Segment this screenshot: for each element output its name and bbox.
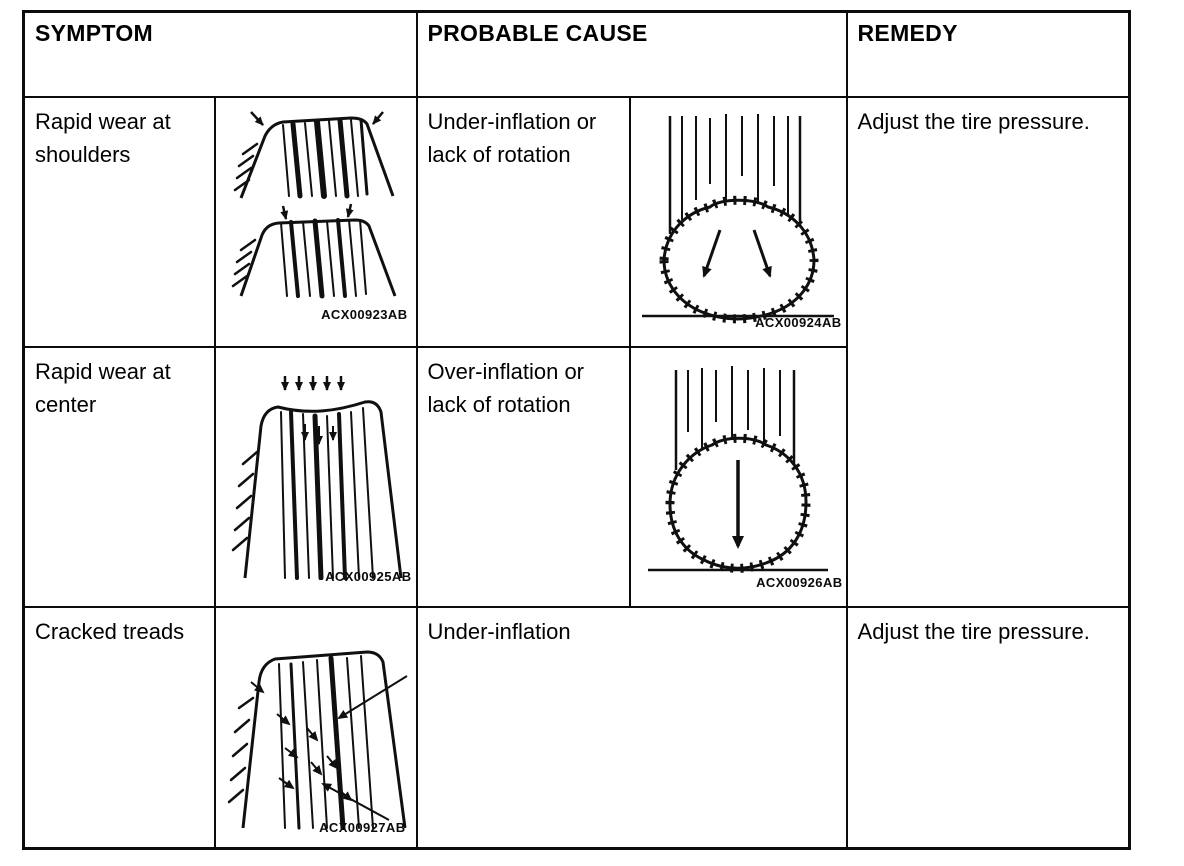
tire-tread-center-wear-icon — [231, 376, 402, 580]
header-symptom: SYMPTOM — [22, 10, 418, 98]
figure-label: ACX00927AB — [319, 819, 406, 835]
figure-label: ACX00923AB — [321, 307, 408, 322]
tire-cross-section-under-inflation-icon — [642, 114, 834, 324]
tire-diagnosis-table: SYMPTOM PROBABLE CAUSE REMEDY Rapid wear… — [22, 10, 1132, 850]
remedy-text: Adjust the tire pressure. — [845, 96, 1131, 608]
cause-text: Under-inflation — [415, 606, 848, 849]
remedy-text: Adjust the tire pressure. — [845, 606, 1131, 849]
header-probable-cause: PROBABLE CAUSE — [415, 10, 848, 98]
figure-label: ACX00925AB — [325, 569, 412, 584]
header-row: SYMPTOM PROBABLE CAUSE REMEDY — [22, 10, 1131, 98]
table-row: Rapid wear at center — [22, 346, 1130, 608]
table-row: Rapid wear at shoulders — [22, 96, 1131, 608]
symptom-figure-cell: ACX00925AB — [213, 346, 418, 608]
tire-cross-section-over-inflation-icon — [648, 366, 828, 573]
cause-text: Under-inflation or lack of rotation — [415, 96, 631, 348]
cause-figure-cell: ACX00926AB — [628, 346, 848, 608]
symptom-text: Rapid wear at center — [22, 346, 216, 608]
figure-label: ACX00926AB — [756, 575, 843, 590]
figure-label: ACX00924AB — [755, 315, 842, 330]
header-remedy: REMEDY — [845, 10, 1131, 98]
symptom-text: Cracked treads — [22, 606, 216, 849]
tire-tread-shoulder-wear-icon — [231, 111, 396, 299]
table-row: Cracked treads — [22, 606, 1131, 849]
symptom-figure-cell: ACX00927AB — [213, 606, 418, 849]
cause-figure-cell: ACX00924AB — [628, 96, 848, 348]
cause-text: Over-inflation or lack of rotation — [415, 346, 631, 608]
symptom-figure-cell: ACX00923AB — [213, 96, 418, 348]
symptom-text: Rapid wear at shoulders — [22, 96, 216, 348]
tire-tread-cracked-icon — [227, 650, 408, 830]
